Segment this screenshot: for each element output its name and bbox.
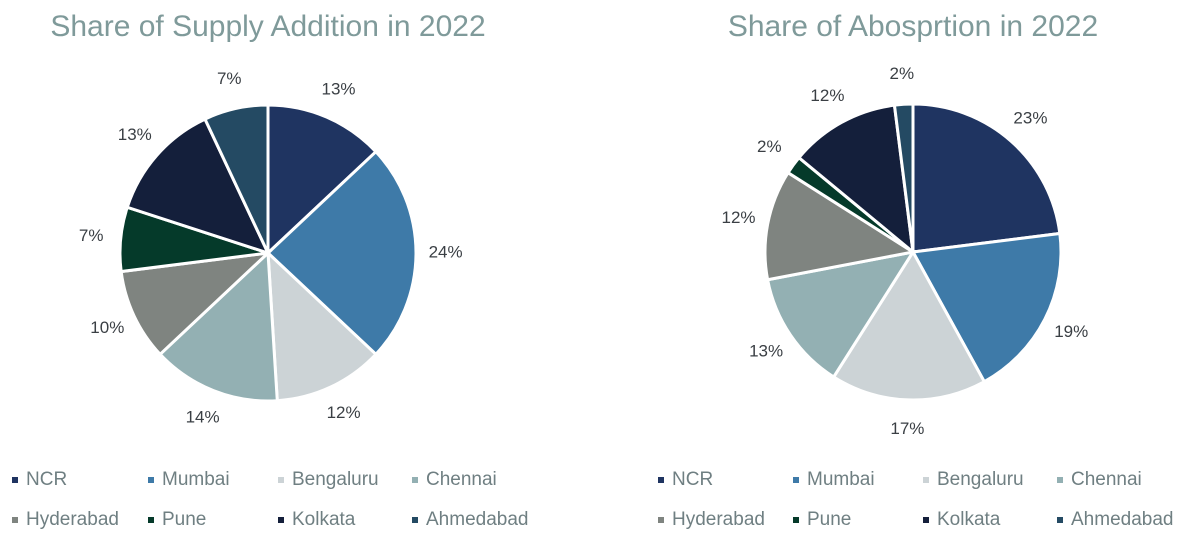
pie-slice xyxy=(119,250,273,357)
legend-label: NCR xyxy=(26,469,67,490)
pie-slice xyxy=(831,249,987,402)
legend-swatch xyxy=(412,477,418,483)
data-label: 12% xyxy=(810,86,844,105)
data-label: 23% xyxy=(1013,108,1047,127)
legend-swatch xyxy=(148,517,154,523)
legend-label: Ahmedabad xyxy=(426,509,528,530)
data-label: 12% xyxy=(327,403,361,422)
legend-swatch xyxy=(1057,477,1063,483)
pie-slice xyxy=(765,249,917,380)
data-label: 2% xyxy=(757,137,782,156)
legend-label: Hyderabad xyxy=(672,509,765,530)
pie-slice xyxy=(157,249,279,403)
legend-swatch xyxy=(1057,517,1063,523)
data-label: 12% xyxy=(722,208,756,227)
pie-slice xyxy=(910,231,1063,384)
legend-label: Kolkata xyxy=(292,509,356,530)
legend-label: Ahmedabad xyxy=(1071,509,1173,530)
pie-slice xyxy=(266,103,379,257)
data-label: 2% xyxy=(890,64,915,83)
legend-label: Mumbai xyxy=(807,469,875,490)
pie-slice xyxy=(202,103,270,254)
data-label: 13% xyxy=(322,79,356,98)
data-label: 7% xyxy=(217,69,242,88)
legend-swatch xyxy=(923,477,929,483)
legend-swatch xyxy=(12,517,18,523)
legend-swatch xyxy=(658,477,664,483)
data-label: 10% xyxy=(90,318,124,337)
legend-label: Chennai xyxy=(1071,469,1142,490)
data-label: 24% xyxy=(429,242,463,261)
legend-label: Chennai xyxy=(426,469,497,490)
legend-label: NCR xyxy=(672,469,713,490)
data-label: 19% xyxy=(1054,322,1088,341)
legend-label: Bengaluru xyxy=(937,469,1024,490)
pie-slice xyxy=(125,117,271,256)
data-label: 7% xyxy=(79,226,104,245)
legend-label: Mumbai xyxy=(162,469,230,490)
legend-swatch xyxy=(793,477,799,483)
pie-slice xyxy=(911,102,1062,254)
legend-swatch xyxy=(278,477,284,483)
chart-title: Share of Abosprtion in 2022 xyxy=(728,10,1098,43)
data-label: 13% xyxy=(749,341,783,360)
pie-slice xyxy=(796,103,915,256)
pie-slice xyxy=(265,149,418,357)
legend-swatch xyxy=(12,477,18,483)
legend-swatch xyxy=(923,517,929,523)
legend-swatch xyxy=(412,517,418,523)
data-label: 14% xyxy=(186,408,220,427)
legend-label: Hyderabad xyxy=(26,509,119,530)
data-label: 17% xyxy=(890,419,924,438)
pie-slice xyxy=(892,102,915,253)
legend-swatch xyxy=(148,477,154,483)
data-label: 13% xyxy=(118,125,152,144)
legend-swatch xyxy=(278,517,284,523)
pie-slice xyxy=(763,170,918,282)
legend-label: Pune xyxy=(807,509,851,530)
chart-title: Share of Supply Addition in 2022 xyxy=(50,10,485,43)
legend-label: Kolkata xyxy=(937,509,1001,530)
legend-label: Bengaluru xyxy=(292,469,379,490)
legend-label: Pune xyxy=(162,509,206,530)
legend-swatch xyxy=(658,517,664,523)
pie-slice xyxy=(266,249,379,403)
legend-swatch xyxy=(793,517,799,523)
